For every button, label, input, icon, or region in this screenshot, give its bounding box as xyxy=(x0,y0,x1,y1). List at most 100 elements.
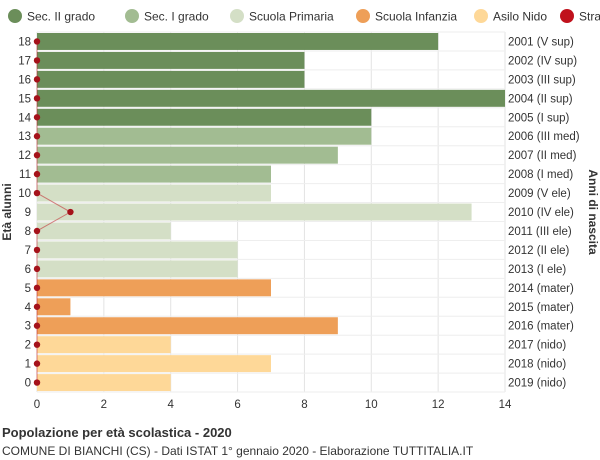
y-axis-left-label: Età alunni xyxy=(0,183,14,240)
stranieri-point-age-14 xyxy=(33,114,41,121)
y-tick-label-birth-18: 2001 (V sup) xyxy=(508,36,574,48)
y-tick-label-age-9: 9 xyxy=(25,207,31,219)
y-tick-label-birth-12: 2007 (II med) xyxy=(508,150,577,162)
y-tick-label-birth-15: 2004 (II sup) xyxy=(508,93,573,105)
y-tick-label-age-11: 11 xyxy=(19,169,31,181)
bar-age-2 xyxy=(37,336,171,354)
y-tick-label-birth-13: 2006 (III med) xyxy=(508,131,580,143)
x-tick-label-4: 4 xyxy=(168,399,175,411)
stranieri-point-age-16 xyxy=(33,76,41,83)
y-tick-label-age-7: 7 xyxy=(25,245,31,257)
stranieri-point-age-0 xyxy=(33,379,41,386)
bar-age-5 xyxy=(37,279,271,297)
y-axis-right-label: Anni di nascita xyxy=(586,169,600,255)
stranieri-point-age-4 xyxy=(33,303,41,310)
chart-title: Popolazione per età scolastica - 2020 xyxy=(2,425,232,440)
stranieri-series xyxy=(33,38,74,386)
bar-age-14 xyxy=(37,108,372,126)
y-tick-label-age-10: 10 xyxy=(18,188,31,200)
y-axis-right: 2001 (V sup) 2002 (IV sup) 2003 (III sup) 2… xyxy=(508,36,580,389)
bar-age-16 xyxy=(37,70,305,88)
bar-age-13 xyxy=(37,127,372,145)
y-tick-label-age-12: 12 xyxy=(18,150,31,162)
bar-age-12 xyxy=(37,146,338,164)
bar-age-9 xyxy=(37,203,472,221)
stranieri-point-age-8 xyxy=(33,227,41,235)
y-tick-label-birth-8: 2011 (III ele) xyxy=(508,226,572,238)
legend-label-3: Scuola Infanzia xyxy=(375,10,457,24)
legend-marker-0 xyxy=(8,9,22,23)
x-tick-label-0: 0 xyxy=(34,399,40,411)
y-tick-label-age-0: 0 xyxy=(25,378,31,390)
y-tick-label-age-8: 8 xyxy=(25,226,31,238)
x-axis: 0 2 4 6 8 10 12 14 xyxy=(34,399,512,411)
legend-marker-2 xyxy=(230,9,244,23)
y-tick-label-age-4: 4 xyxy=(25,302,32,314)
x-tick-label-10: 10 xyxy=(365,399,378,411)
y-tick-label-birth-17: 2002 (IV sup) xyxy=(508,55,577,67)
legend-label-0: Sec. II grado xyxy=(27,10,95,24)
y-tick-label-age-17: 17 xyxy=(18,55,31,67)
y-tick-label-birth-7: 2012 (II ele) xyxy=(508,245,570,257)
legend-marker-1 xyxy=(125,9,139,23)
chart-subtitle: COMUNE DI BIANCHI (CS) - Dati ISTAT 1° g… xyxy=(2,444,474,458)
y-tick-label-age-2: 2 xyxy=(25,340,31,352)
y-tick-label-birth-14: 2005 (I sup) xyxy=(508,112,570,124)
stranieri-point-age-6 xyxy=(33,265,41,273)
bar-age-0 xyxy=(37,374,171,392)
y-tick-label-birth-6: 2013 (I ele) xyxy=(508,264,566,276)
legend-marker-5 xyxy=(560,9,574,23)
y-tick-label-age-6: 6 xyxy=(25,264,31,276)
stranieri-point-age-3 xyxy=(33,322,41,329)
y-tick-label-age-16: 16 xyxy=(18,74,31,86)
stranieri-point-age-1 xyxy=(33,360,41,367)
legend-label-1: Sec. I grado xyxy=(144,10,209,24)
y-tick-label-birth-1: 2018 (nido) xyxy=(508,359,566,371)
bar-age-15 xyxy=(37,89,505,107)
y-tick-label-age-1: 1 xyxy=(25,359,31,371)
bar-age-11 xyxy=(37,165,271,183)
stranieri-point-age-12 xyxy=(33,151,41,159)
stranieri-point-age-7 xyxy=(33,246,41,254)
y-tick-label-birth-4: 2015 (mater) xyxy=(508,302,574,314)
y-tick-label-birth-9: 2010 (IV ele) xyxy=(508,207,574,219)
y-tick-label-age-18: 18 xyxy=(18,36,31,48)
stranieri-point-age-13 xyxy=(33,133,41,140)
bar-age-6 xyxy=(37,260,238,278)
y-tick-label-birth-5: 2014 (mater) xyxy=(508,283,574,295)
bar-age-8 xyxy=(37,222,171,240)
stranieri-point-age-15 xyxy=(33,95,41,102)
stranieri-point-age-2 xyxy=(33,341,41,348)
legend-marker-3 xyxy=(356,9,370,23)
stranieri-point-age-17 xyxy=(33,57,41,64)
stranieri-point-age-9 xyxy=(67,208,74,216)
stranieri-point-age-11 xyxy=(33,170,41,178)
legend-label-5: Stranieri xyxy=(579,10,600,24)
x-tick-label-8: 8 xyxy=(301,399,307,411)
y-tick-label-birth-0: 2019 (nido) xyxy=(508,378,566,390)
legend-label-4: Asilo Nido xyxy=(493,10,547,24)
y-tick-label-age-13: 13 xyxy=(18,131,31,143)
y-tick-label-age-15: 15 xyxy=(18,93,31,105)
stranieri-point-age-18 xyxy=(33,38,41,45)
bar-age-18 xyxy=(37,33,439,50)
y-tick-label-age-5: 5 xyxy=(25,283,31,295)
bar-age-1 xyxy=(37,355,271,373)
legend-marker-4 xyxy=(474,9,488,23)
y-tick-label-birth-16: 2003 (III sup) xyxy=(508,74,576,86)
bar-age-4 xyxy=(37,298,71,316)
y-tick-label-age-3: 3 xyxy=(25,321,31,333)
x-tick-label-2: 2 xyxy=(101,399,107,411)
y-tick-label-age-14: 14 xyxy=(18,112,31,124)
bar-age-10 xyxy=(37,184,271,202)
y-tick-label-birth-11: 2008 (I med) xyxy=(508,169,573,181)
bar-age-17 xyxy=(37,51,305,69)
bar-age-7 xyxy=(37,241,238,259)
x-tick-label-6: 6 xyxy=(234,399,240,411)
x-tick-label-14: 14 xyxy=(499,399,512,411)
y-tick-label-birth-2: 2017 (nido) xyxy=(508,340,566,352)
stranieri-point-age-5 xyxy=(33,284,41,292)
x-tick-label-12: 12 xyxy=(432,399,445,411)
